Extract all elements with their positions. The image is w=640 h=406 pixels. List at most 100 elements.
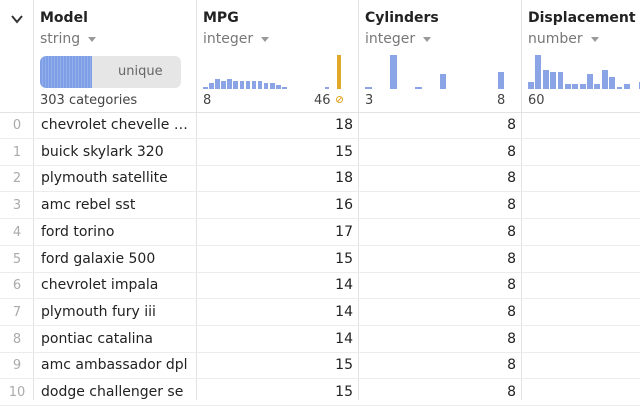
cell-model: ford torino — [41, 223, 115, 240]
table-row[interactable]: 3 amc rebel sst 16 8 — [0, 192, 640, 220]
histogram-bar — [389, 55, 397, 89]
cell-mpg: 14 — [335, 277, 353, 294]
column-cylinders: Cylinders integer 3 8 — [359, 0, 522, 400]
histogram-cylinders[interactable] — [365, 52, 506, 89]
cell-model: buick skylark 320 — [41, 143, 164, 160]
range-max-cylinders: 8 — [497, 93, 506, 108]
histogram-bar — [616, 86, 623, 89]
cell-cylinders: 8 — [507, 303, 516, 320]
histogram-bar — [623, 84, 630, 89]
table-row[interactable]: 2 plymouth satellite 18 8 — [0, 165, 640, 193]
type-select-displacement[interactable]: number — [528, 31, 599, 47]
column-displacement: Displacement number 60 — [522, 0, 640, 400]
histogram-bar — [497, 72, 505, 89]
cell-mpg: 16 — [335, 197, 353, 214]
type-label: number — [528, 31, 583, 47]
cell-model: amc rebel sst — [41, 197, 136, 214]
type-select-model[interactable]: string — [40, 31, 97, 47]
row-index: 6 — [12, 278, 22, 294]
table-row[interactable]: 8 pontiac catalina 14 8 — [0, 326, 640, 353]
histogram-bar — [572, 84, 579, 89]
table-row[interactable]: 0 chevrolet chevelle malibu 18 8 — [0, 112, 640, 139]
histogram-mpg[interactable] — [203, 52, 343, 89]
cell-model: dodge challenger se — [41, 384, 184, 400]
caret-down-icon — [88, 36, 97, 42]
histogram-bar — [282, 87, 287, 89]
histogram-bar — [535, 55, 542, 89]
range-min-mpg: 8 — [203, 93, 212, 108]
table-row[interactable]: 10 dodge challenger se 15 8 — [0, 379, 640, 406]
table-row[interactable]: 1 buick skylark 320 15 8 — [0, 139, 640, 166]
row-index: 2 — [12, 171, 22, 187]
table-row[interactable]: 4 ford torino 17 8 — [0, 219, 640, 246]
type-label: integer — [203, 31, 254, 47]
cell-mpg: 18 — [335, 117, 353, 133]
column-header-cylinders[interactable]: Cylinders — [365, 10, 439, 26]
index-column — [0, 0, 34, 400]
histogram-displacement[interactable] — [528, 52, 640, 89]
histogram-bar — [587, 74, 593, 89]
histogram-bar — [414, 86, 422, 89]
table-row[interactable]: 5 ford galaxie 500 15 8 — [0, 246, 640, 273]
histogram-bar — [638, 81, 640, 89]
column-model: Model string unique 303 categories — [34, 0, 197, 400]
row-index: 0 — [12, 118, 22, 133]
table-row[interactable]: 9 amc ambassador dpl 15 8 — [0, 352, 640, 380]
cell-model: pontiac catalina — [41, 330, 154, 347]
cell-cylinders: 8 — [507, 223, 516, 240]
null-icon — [336, 96, 343, 103]
cell-mpg: 15 — [335, 250, 353, 267]
histogram-bar — [528, 81, 534, 89]
range-min-cylinders: 3 — [365, 93, 374, 108]
cell-model: ford galaxie 500 — [41, 250, 156, 267]
unique-label: unique — [118, 64, 163, 79]
row-index: 10 — [8, 385, 26, 400]
unique-indicator[interactable]: unique — [40, 56, 181, 88]
histogram-bar — [227, 79, 232, 89]
cell-model: plymouth fury iii — [41, 303, 156, 320]
histogram-bar — [601, 69, 608, 89]
caret-down-icon — [590, 36, 599, 42]
row-index: 5 — [12, 251, 22, 267]
histogram-bar — [324, 87, 330, 89]
category-count: 303 categories — [40, 93, 138, 108]
cell-mpg: 15 — [335, 143, 353, 160]
histogram-bar — [203, 87, 208, 89]
histogram-bar — [233, 81, 238, 89]
row-index: 9 — [12, 358, 22, 374]
histogram-bar — [365, 86, 372, 89]
column-header-displacement[interactable]: Displacement — [528, 10, 636, 26]
cell-model: amc ambassador dpl — [41, 357, 188, 374]
table-row[interactable]: 6 chevrolet impala 14 8 — [0, 272, 640, 300]
type-select-mpg[interactable]: integer — [203, 31, 270, 47]
column-mpg: MPG integer 8 46 — [197, 0, 359, 400]
cell-cylinders: 8 — [507, 143, 516, 160]
row-index: 3 — [12, 198, 22, 214]
histogram-bar — [263, 83, 269, 89]
type-select-cylinders[interactable]: integer — [365, 31, 432, 47]
histogram-bar — [550, 72, 556, 89]
cell-mpg: 14 — [335, 303, 353, 320]
histogram-bar — [251, 81, 257, 89]
unique-bar-fill — [40, 56, 93, 88]
column-header-model[interactable]: Model — [40, 10, 88, 26]
cell-cylinders: 8 — [507, 197, 516, 214]
histogram-bar — [221, 81, 226, 89]
type-label: string — [40, 31, 81, 47]
table-row[interactable]: 7 plymouth fury iii 14 8 — [0, 299, 640, 326]
chevron-down-icon[interactable] — [9, 11, 25, 27]
cell-cylinders: 8 — [507, 117, 516, 133]
cell-mpg: 18 — [335, 170, 353, 187]
cell-mpg: 15 — [335, 384, 353, 400]
histogram-bar — [209, 83, 214, 89]
histogram-bar — [557, 72, 564, 89]
cell-model: chevrolet chevelle malibu — [41, 117, 191, 133]
cell-mpg: 17 — [335, 223, 353, 240]
range-min-displacement: 60 — [528, 93, 545, 108]
row-index: 8 — [12, 331, 22, 347]
column-header-mpg[interactable]: MPG — [203, 10, 239, 26]
row-index: 4 — [12, 224, 22, 240]
histogram-bar — [257, 81, 263, 89]
histogram-bar — [336, 55, 342, 89]
